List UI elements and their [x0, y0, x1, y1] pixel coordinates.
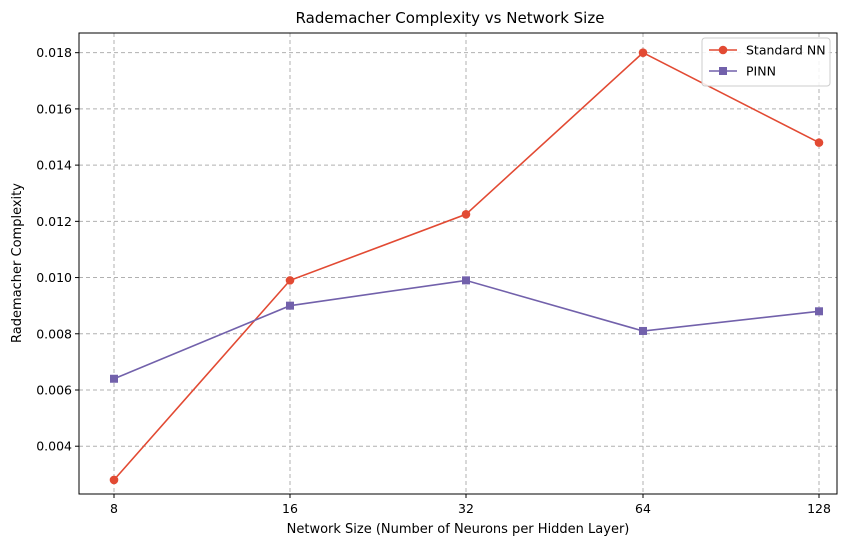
- data-point: [638, 48, 648, 57]
- legend-marker: [719, 67, 727, 75]
- y-tick-label: 0.004: [36, 439, 72, 454]
- series-pinn: [110, 276, 823, 383]
- data-point: [109, 475, 119, 485]
- data-point: [110, 374, 118, 383]
- y-tick-label: 0.012: [36, 214, 72, 229]
- legend-item: PINN: [709, 64, 776, 79]
- x-tick-label: 32: [458, 501, 474, 516]
- data-point: [815, 307, 823, 316]
- data-point: [639, 326, 647, 335]
- data-point: [461, 210, 471, 219]
- data-point: [814, 138, 824, 147]
- y-tick-label: 0.010: [36, 270, 72, 285]
- x-axis-label: Network Size (Number of Neurons per Hidd…: [287, 522, 630, 537]
- chart-title: Rademacher Complexity vs Network Size: [296, 9, 605, 27]
- y-tick-label: 0.018: [36, 45, 72, 60]
- y-tick-label: 0.008: [36, 326, 72, 341]
- x-tick-label: 16: [282, 501, 298, 516]
- y-tick-label: 0.014: [36, 158, 72, 173]
- x-axis: 8 16 32 64 128: [110, 494, 831, 516]
- y-axis-label: Rademacher Complexity: [10, 183, 25, 343]
- legend-item: Standard NN: [709, 43, 826, 58]
- legend: Standard NN PINN: [701, 37, 831, 87]
- legend-label: PINN: [746, 64, 776, 79]
- x-tick-label: 128: [807, 501, 831, 516]
- data-point: [286, 301, 294, 310]
- x-tick-label: 64: [635, 501, 651, 516]
- legend-marker: [718, 45, 728, 55]
- y-tick-label: 0.006: [36, 382, 72, 397]
- grid: [79, 33, 837, 494]
- y-tick-label: 0.016: [36, 101, 72, 116]
- x-tick-label: 8: [110, 501, 118, 516]
- legend-label: Standard NN: [746, 43, 826, 58]
- plot-frame: [78, 32, 838, 495]
- y-axis: 0.004 0.006 0.008 0.010 0.012 0.014 0.016 0.018: [36, 45, 79, 454]
- data-point: [462, 276, 470, 285]
- data-point: [285, 276, 295, 285]
